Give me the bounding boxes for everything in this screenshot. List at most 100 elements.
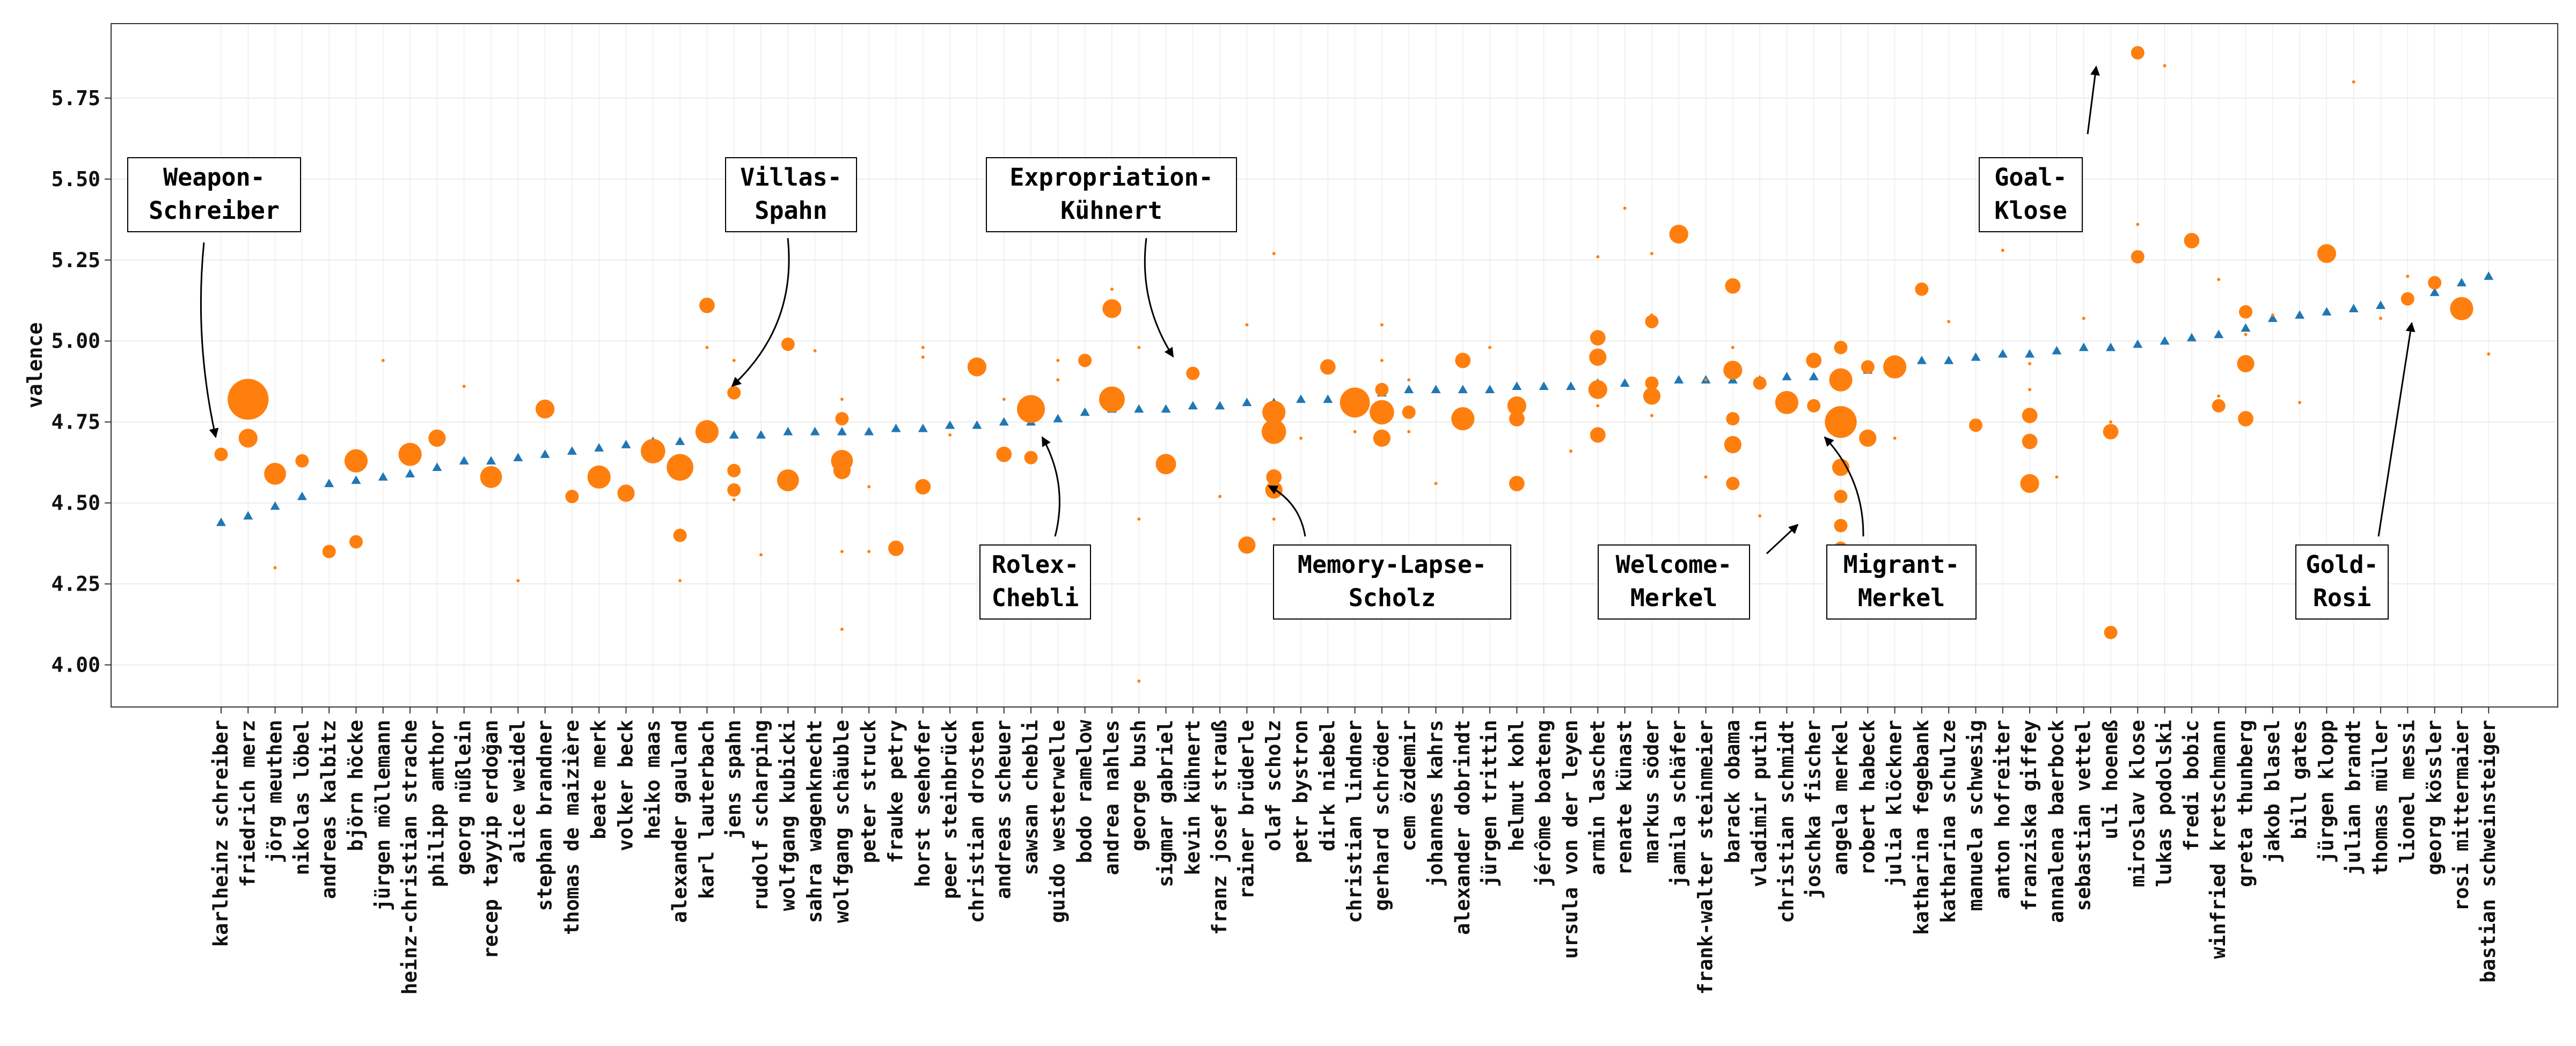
y-tick-label: 4.25 [51, 572, 100, 596]
mean-marker [297, 491, 307, 500]
tweet-point [1825, 406, 1857, 438]
mean-marker [2241, 323, 2251, 332]
x-tick-label: georg kössler [2423, 720, 2446, 875]
tweet-point [840, 550, 844, 554]
mean-marker [459, 456, 469, 465]
x-tick-label: wolfgang kubicki [776, 720, 799, 911]
x-tick-label: cem özdemir [1397, 720, 1420, 851]
plot-frame [111, 23, 2558, 708]
y-tick-label: 5.25 [51, 248, 100, 272]
tweet-point [1320, 359, 1336, 375]
tweet-point [1261, 419, 1286, 444]
annotation-box [2295, 544, 2389, 620]
tweet-point [398, 443, 422, 466]
mean-marker [243, 511, 253, 520]
x-tick-label: horst seehofer [911, 720, 934, 887]
x-tick-label: armin laschet [1586, 720, 1609, 875]
tweet-point [1353, 430, 1357, 433]
mean-marker [513, 453, 523, 461]
tweet-point [1155, 454, 1176, 475]
tweet-point [516, 579, 520, 583]
tweet-point [1186, 366, 1200, 380]
annotation-arrow [1144, 238, 1174, 358]
tweet-point [349, 535, 363, 549]
x-tick-label: rudolf scharping [749, 720, 772, 911]
mean-marker [324, 478, 334, 488]
mean-marker [1323, 394, 1333, 403]
mean-marker [1161, 404, 1171, 413]
tweet-point [228, 379, 269, 420]
annotation-weapon-schreiber: Weapon- Schreiber [127, 157, 301, 438]
tweet-point [1509, 475, 1525, 491]
tweet-point [2239, 305, 2252, 319]
annotation-box [127, 157, 301, 232]
annotation-arrow [1268, 485, 1306, 537]
mean-marker [810, 426, 820, 436]
tweet-point [238, 429, 258, 448]
tweet-point [1024, 451, 1038, 465]
tweet-point [1883, 355, 1907, 379]
annotation-text: Weapon- [163, 163, 265, 191]
mean-marker [2133, 339, 2143, 348]
x-tick-label: peer steinbrück [938, 720, 961, 899]
tweet-point [1969, 418, 1982, 432]
x-axis: karlheinz schreiber friedrich merz jörg me… [209, 707, 2500, 995]
mean-marker [2322, 307, 2332, 316]
x-tick-label: jens spahn [722, 720, 745, 839]
tweet-point [678, 579, 682, 583]
tweet-point [1834, 490, 1848, 504]
tweet-point [1623, 207, 1627, 210]
tweet-point [214, 447, 228, 461]
x-tick-label: fredi bobic [2180, 720, 2203, 851]
tweet-point [1725, 278, 1741, 294]
tweet-point [2317, 244, 2336, 263]
tweet-point [1893, 436, 1897, 440]
tweet-point [1272, 517, 1276, 521]
x-tick-label: christian drosten [965, 720, 988, 923]
tweet-point [1669, 224, 1688, 244]
tweet-point [1056, 378, 1060, 382]
mean-marker [486, 456, 496, 465]
mean-marker [1296, 394, 1306, 403]
mean-marker [945, 420, 955, 429]
tweet-point [2401, 292, 2414, 306]
annotation-gold-rosi: Gold- Rosi [2295, 322, 2416, 620]
tweet-point [727, 386, 741, 400]
tweet-point [344, 449, 368, 473]
x-tick-label: julia klöckner [1883, 720, 1906, 887]
x-tick-label: jamila schäfer [1667, 720, 1690, 887]
x-tick-label: markus söder [1640, 720, 1663, 863]
annotation-text: Gold- [2306, 550, 2378, 579]
tweet-point [1434, 482, 1438, 485]
x-tick-label: thomas de maizière [560, 720, 583, 935]
mean-marker [1674, 375, 1684, 384]
x-tick-label: heinz-christian strache [398, 720, 421, 995]
mean-marker [1566, 381, 1576, 390]
annotation-text: Migrant- [1843, 550, 1960, 579]
tweet-point [2131, 46, 2145, 60]
mean-marker [837, 426, 847, 436]
annotation-text: Memory-Lapse- [1298, 550, 1487, 579]
tweet-point [1758, 514, 1762, 518]
tweet-point [1569, 450, 1572, 453]
x-tick-label: alexander dobrindt [1451, 720, 1474, 935]
mean-marker [2295, 310, 2305, 319]
annotation-arrow [1041, 436, 1060, 537]
mean-marker [1997, 349, 2008, 358]
tweet-point [1455, 352, 1471, 369]
tweet-point [1110, 288, 1114, 291]
x-tick-label: bill gates [2288, 720, 2311, 839]
tweet-point [2028, 362, 2032, 365]
tweet-point [2406, 274, 2410, 278]
tweet-point [867, 550, 871, 554]
tweet-point [996, 446, 1012, 462]
tweet-point [1829, 368, 1853, 392]
x-tick-label: sigmar gabriel [1154, 720, 1177, 887]
annotation-text: Merkel [1630, 584, 1718, 612]
x-tick-label: frank-walter steinmeier [1694, 720, 1717, 995]
tweet-point [781, 337, 795, 351]
x-tick-label: george bush [1127, 720, 1150, 851]
mean-marker [540, 450, 550, 458]
tweet-point [667, 454, 693, 481]
